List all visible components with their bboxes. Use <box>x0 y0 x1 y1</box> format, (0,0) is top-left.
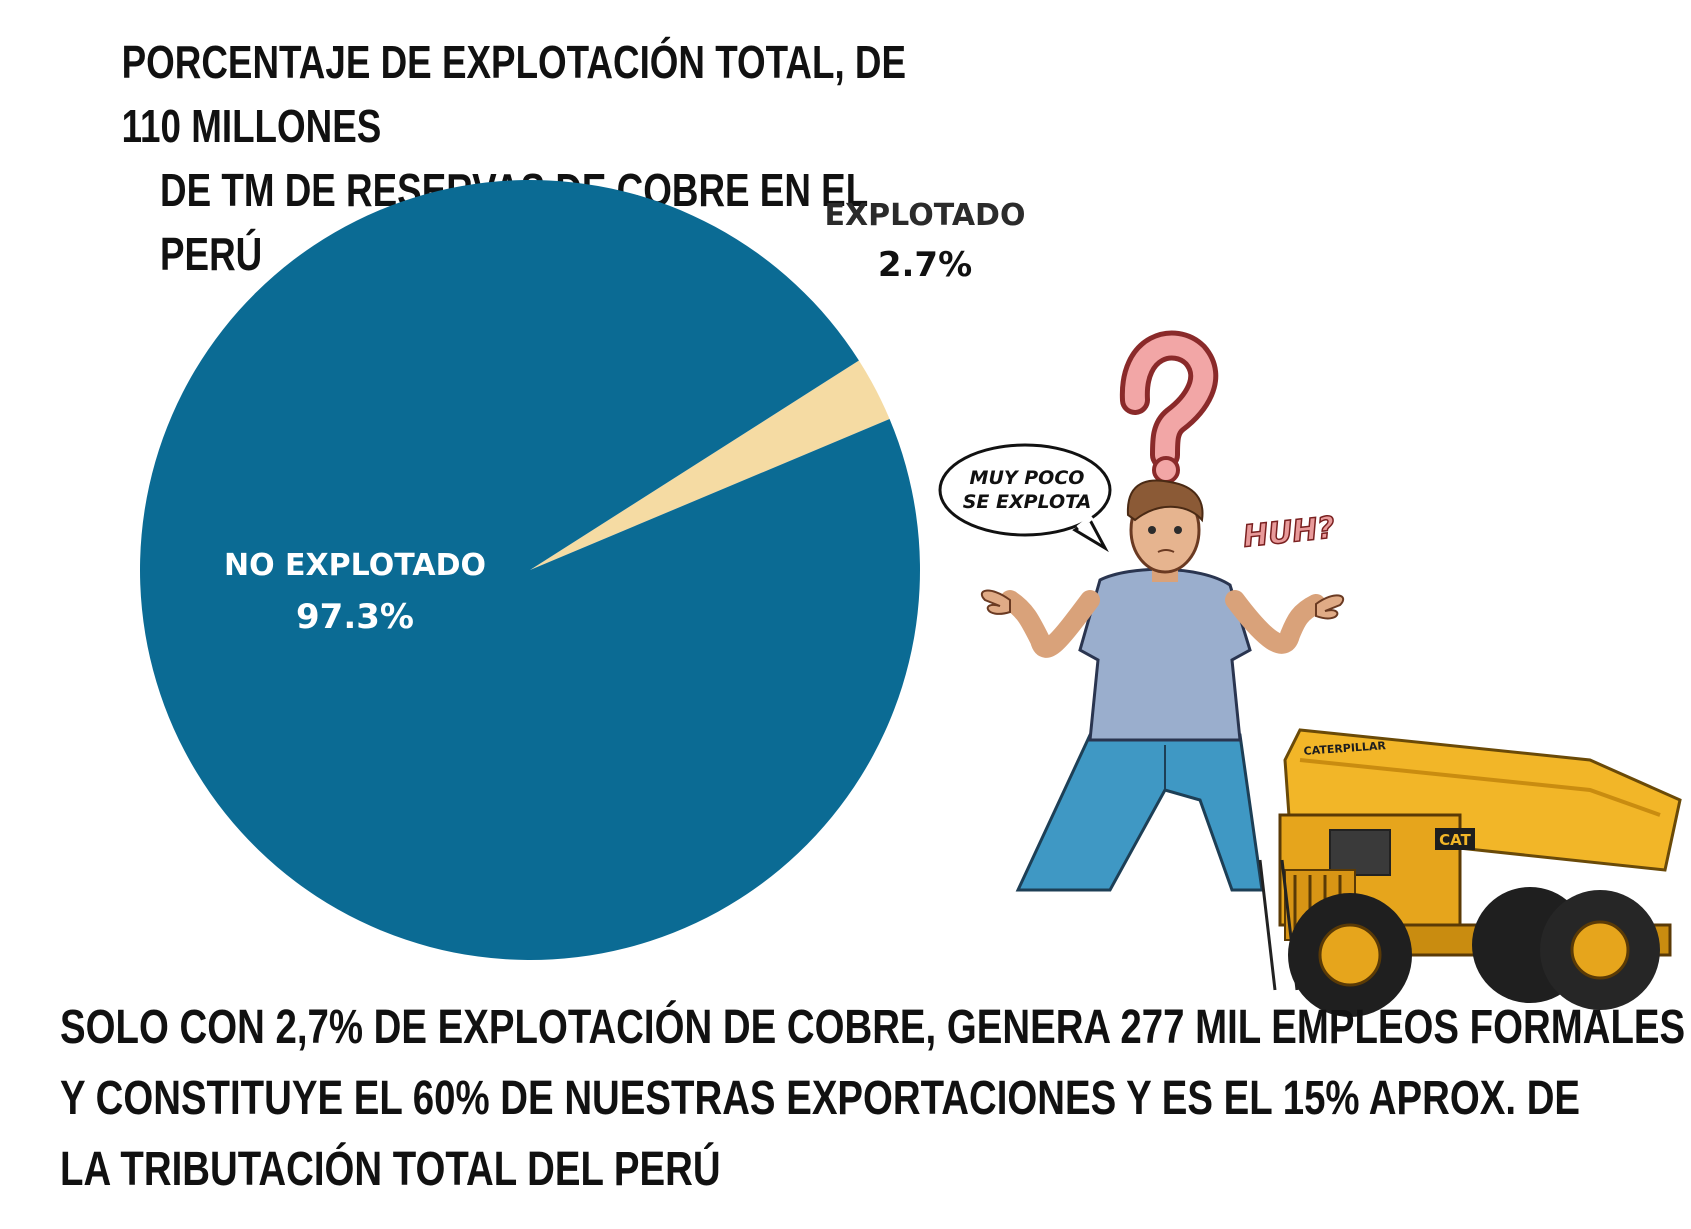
footer-line-2: Y CONSTITUYE EL 60% DE NUESTRAS EXPORTAC… <box>60 1072 1581 1125</box>
chart-title: PORCENTAJE DE EXPLOTACIÓN TOTAL, DE 110 … <box>0 30 928 286</box>
speech-bubble: MUY POCO SE EXPLOTA <box>938 443 1112 553</box>
speech-bubble-line-2: SE EXPLOTA <box>963 491 1092 513</box>
speech-bubble-line-1: MUY POCO <box>970 467 1085 489</box>
slice-label-explotado-name: EXPLOTADO <box>825 198 1026 233</box>
pie-slice-explotado <box>530 360 890 570</box>
slice-label-no-explotado: NO EXPLOTADO 97.3% <box>224 548 486 637</box>
question-mark-icon <box>1119 330 1219 484</box>
slice-label-explotado-value: 2.7% <box>878 245 972 285</box>
pie-slice-no-explotado <box>139 179 920 960</box>
slice-label-no-explotado-name: NO EXPLOTADO <box>224 548 486 583</box>
footer-caption: SOLO CON 2,7% DE EXPLOTACIÓN DE COBRE, G… <box>60 992 1686 1205</box>
huh-exclamation: HUH? <box>1241 510 1336 554</box>
slice-label-no-explotado-value: 97.3% <box>296 597 414 637</box>
mining-truck-icon: CAT CATERPILLAR <box>1258 728 1682 1017</box>
shrugging-person-icon <box>980 479 1345 892</box>
footer-line-3: LA TRIBUTACIÓN TOTAL DEL PERÚ <box>60 1143 721 1196</box>
footer-line-1: SOLO CON 2,7% DE EXPLOTACIÓN DE COBRE, G… <box>60 1001 1686 1054</box>
chart-title-line-1: PORCENTAJE DE EXPLOTACIÓN TOTAL, DE 110 … <box>121 36 907 152</box>
slice-label-explotado: EXPLOTADO 2.7% <box>825 198 1026 285</box>
truck-brand: CATERPILLAR <box>1303 739 1387 758</box>
truck-badge: CAT <box>1439 831 1471 849</box>
pie-slices <box>139 179 920 960</box>
